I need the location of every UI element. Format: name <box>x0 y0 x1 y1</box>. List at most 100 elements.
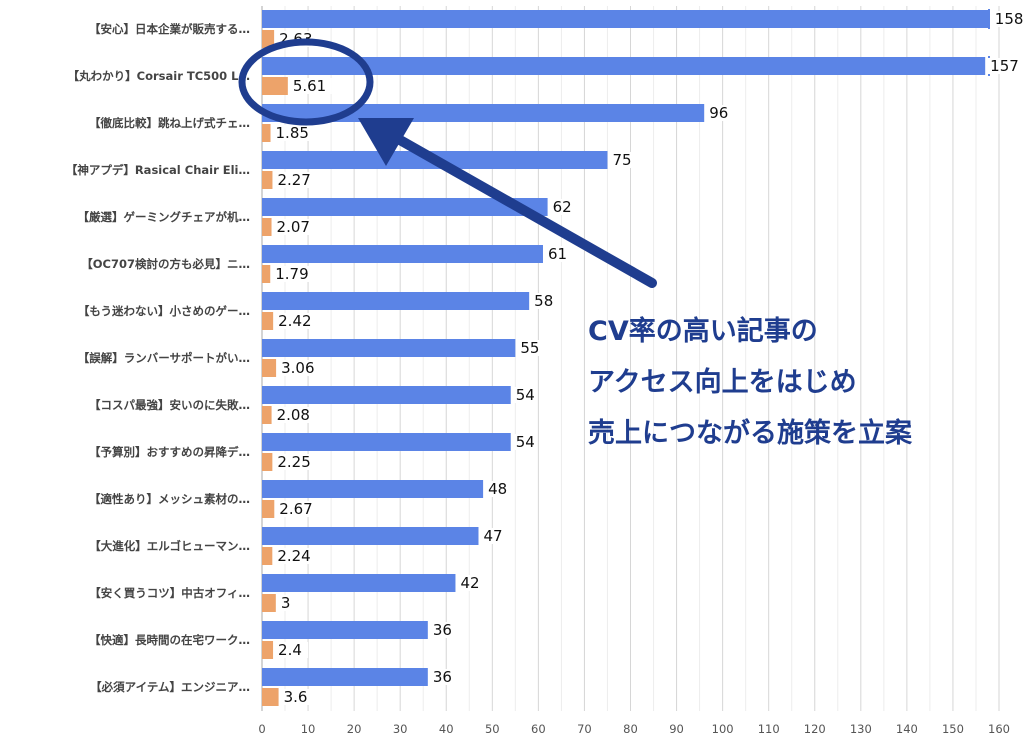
data-label: 75 <box>612 151 631 169</box>
data-label-background <box>480 528 505 544</box>
data-label-background <box>277 595 293 611</box>
data-label: 2.4 <box>278 641 302 659</box>
x-tick-label: 0 <box>258 722 265 736</box>
data-label: 1.79 <box>275 265 308 283</box>
bar-series-1 <box>262 339 516 357</box>
bar-series-1 <box>262 57 986 75</box>
data-label-background <box>544 246 569 262</box>
category-labels: 【安心】日本企業が販売する… 【丸わかり】Corsair TC500 L… 【徹底比… <box>66 22 250 694</box>
data-label-background <box>289 78 332 94</box>
category-label: 【徹底比較】跳ね上げ式チェ… <box>89 116 250 130</box>
highlight-ellipse <box>238 38 374 126</box>
annotation-line-3: 売上につながる施策を立案 <box>588 417 913 449</box>
data-label-background <box>991 11 1024 27</box>
category-label: 【丸わかり】Corsair TC500 L… <box>68 69 250 83</box>
data-label: 2.07 <box>277 218 310 236</box>
data-label-background <box>274 454 317 470</box>
category-label: 【もう迷わない】小さめのゲー… <box>78 304 250 318</box>
data-label-background <box>429 669 454 685</box>
data-label-background <box>278 360 321 376</box>
bar-series-2 <box>262 641 274 659</box>
category-label: 【OC707検討の方も必見】ニ… <box>81 257 250 271</box>
data-label-background <box>275 642 309 658</box>
data-label-background <box>272 125 315 141</box>
bar-series-1 <box>262 198 548 216</box>
bar-series-2 <box>262 547 273 565</box>
bar-series-2 <box>262 171 273 189</box>
x-tick-label: 90 <box>669 722 684 736</box>
bar-series-1 <box>262 574 456 592</box>
data-label-background <box>512 434 537 450</box>
x-tick-label: 50 <box>485 722 500 736</box>
category-label: 【神アプデ】Rasical Chair Eli… <box>66 163 250 177</box>
data-label-background <box>706 105 731 121</box>
x-tick-label: 70 <box>577 722 592 736</box>
bar-series-2 <box>262 30 275 48</box>
data-label: 5.61 <box>293 77 326 95</box>
x-tick-label: 80 <box>623 722 638 736</box>
bar-series-2 <box>262 453 273 471</box>
bar-series-2 <box>262 312 274 330</box>
data-label: 2.42 <box>278 312 311 330</box>
data-label: 158 <box>995 10 1024 28</box>
data-label: 58 <box>534 292 553 310</box>
category-label: 【適性あり】メッシュ素材の… <box>89 492 250 506</box>
data-label: 2.08 <box>277 406 310 424</box>
x-tick-label: 30 <box>393 722 408 736</box>
bar-series-1 <box>262 386 511 404</box>
data-label-background <box>512 387 537 403</box>
x-tick-label: 20 <box>347 722 362 736</box>
data-label-background <box>531 293 556 309</box>
bar-series-1 <box>262 245 543 263</box>
data-label: 36 <box>433 621 452 639</box>
x-tick-label: 100 <box>712 722 734 736</box>
data-label-background <box>987 58 1021 74</box>
annotation-line-1: CV率の高い記事の <box>588 315 818 347</box>
data-label: 2.24 <box>277 547 310 565</box>
data-label-background <box>517 340 542 356</box>
x-axis-tick-labels: 0 10 20 30 40 50 60 70 80 90 100 110 120 130 140 150 160 <box>258 722 1010 736</box>
data-label-background <box>276 501 319 517</box>
data-label: 1.85 <box>276 124 309 142</box>
bar-series-2 <box>262 77 288 95</box>
bar-series-1 <box>262 480 484 498</box>
data-label-background <box>609 152 634 168</box>
data-label: 61 <box>548 245 567 263</box>
category-label: 【誤解】ランバーサポートがい… <box>78 351 250 365</box>
bar-series-1 <box>262 10 990 28</box>
annotation-arrow-head <box>358 118 414 166</box>
data-label: 96 <box>709 104 728 122</box>
x-tick-label: 110 <box>758 722 780 736</box>
data-label: 36 <box>433 668 452 686</box>
data-label-background <box>273 407 316 423</box>
bar-series-2 <box>262 124 271 142</box>
category-label: 【厳選】ゲーミングチェアが机… <box>78 210 251 224</box>
annotation-line-2: アクセス向上をはじめ <box>588 366 857 398</box>
data-label: 54 <box>516 433 535 451</box>
annotation: CV率の高い記事の アクセス向上をはじめ 売上につながる施策を立案 <box>238 38 913 449</box>
bars <box>262 9 990 706</box>
x-tick-label: 130 <box>850 722 872 736</box>
data-label-background <box>280 689 314 705</box>
x-tick-label: 60 <box>531 722 546 736</box>
data-label-background <box>273 219 316 235</box>
bar-series-2 <box>262 594 276 612</box>
data-label-background <box>429 622 454 638</box>
category-label: 【安く買うコツ】中古オフィ… <box>89 586 250 600</box>
x-tick-label: 140 <box>896 722 918 736</box>
category-label: 【予算別】おすすめの昇降デ… <box>89 445 250 459</box>
bar-series-2 <box>262 406 272 424</box>
data-label: 2.25 <box>277 453 310 471</box>
category-label: 【必須アイテム】エンジニア… <box>90 680 250 694</box>
bar-series-2 <box>262 218 272 236</box>
data-label-background <box>549 199 574 215</box>
data-label: 3.6 <box>284 688 308 706</box>
bar-series-2 <box>262 500 275 518</box>
data-label-background <box>274 172 317 188</box>
bar-series-1 <box>262 621 428 639</box>
data-label-background <box>272 266 315 282</box>
annotation-arrow-shaft <box>395 135 657 288</box>
bar-series-1 <box>262 668 428 686</box>
bar-series-2 <box>262 265 271 283</box>
x-tick-label: 40 <box>439 722 454 736</box>
